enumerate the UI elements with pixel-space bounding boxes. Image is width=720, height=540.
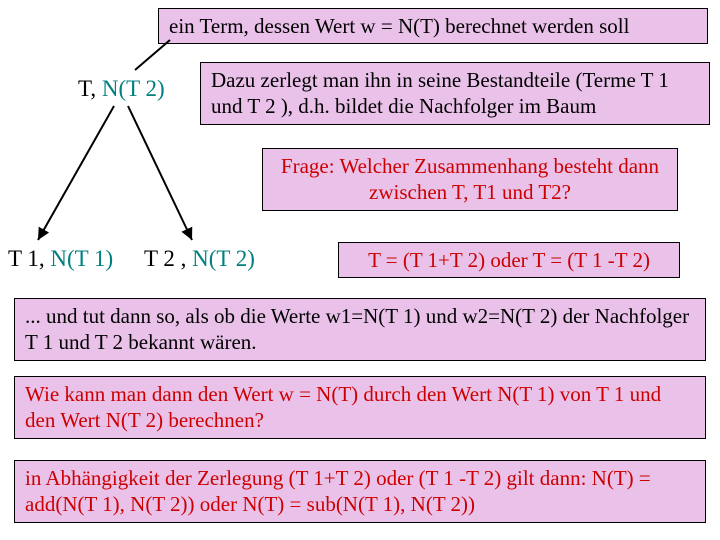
node-left-black: T 1, <box>8 246 45 271</box>
box-und-text: ... und tut dann so, als ob die Werte w1… <box>25 304 689 354</box>
box-answer-text: T = (T 1+T 2) oder T = (T 1 -T 2) <box>368 248 650 272</box>
box-wie: Wie kann man dann den Wert w = N(T) durc… <box>14 376 706 439</box>
box-dazu-text: Dazu zerlegt man ihn in seine Bestandtei… <box>211 68 669 118</box>
node-right-black: T 2 , <box>144 246 186 271</box>
box-abh: in Abhängigkeit der Zerlegung (T 1+T 2) … <box>14 460 706 523</box>
node-root-black: T, <box>78 76 96 101</box>
node-root: T, N(T 2) <box>78 76 165 102</box>
edge-right <box>128 106 192 240</box>
box-top-text: ein Term, dessen Wert w = N(T) berechnet… <box>169 14 629 38</box>
box-abh-text: in Abhängigkeit der Zerlegung (T 1+T 2) … <box>25 466 651 516</box>
diagram-stage: ein Term, dessen Wert w = N(T) berechnet… <box>0 0 720 540</box>
box-und: ... und tut dann so, als ob die Werte w1… <box>14 298 706 361</box>
box-dazu: Dazu zerlegt man ihn in seine Bestandtei… <box>200 62 710 125</box>
box-frage: Frage: Welcher Zusammenhang besteht dann… <box>262 148 678 211</box>
edge-connector <box>135 40 170 70</box>
node-left: T 1, N(T 1) <box>8 246 113 272</box>
edge-left <box>38 106 114 240</box>
node-right-teal: N(T 2) <box>192 246 255 271</box>
node-left-teal: N(T 1) <box>50 246 113 271</box>
box-frage-text: Frage: Welcher Zusammenhang besteht dann… <box>281 154 659 204</box>
box-wie-text: Wie kann man dann den Wert w = N(T) durc… <box>25 382 661 432</box>
node-root-teal: N(T 2) <box>102 76 165 101</box>
box-top: ein Term, dessen Wert w = N(T) berechnet… <box>158 8 708 44</box>
node-right: T 2 , N(T 2) <box>144 246 255 272</box>
box-answer: T = (T 1+T 2) oder T = (T 1 -T 2) <box>338 242 680 278</box>
